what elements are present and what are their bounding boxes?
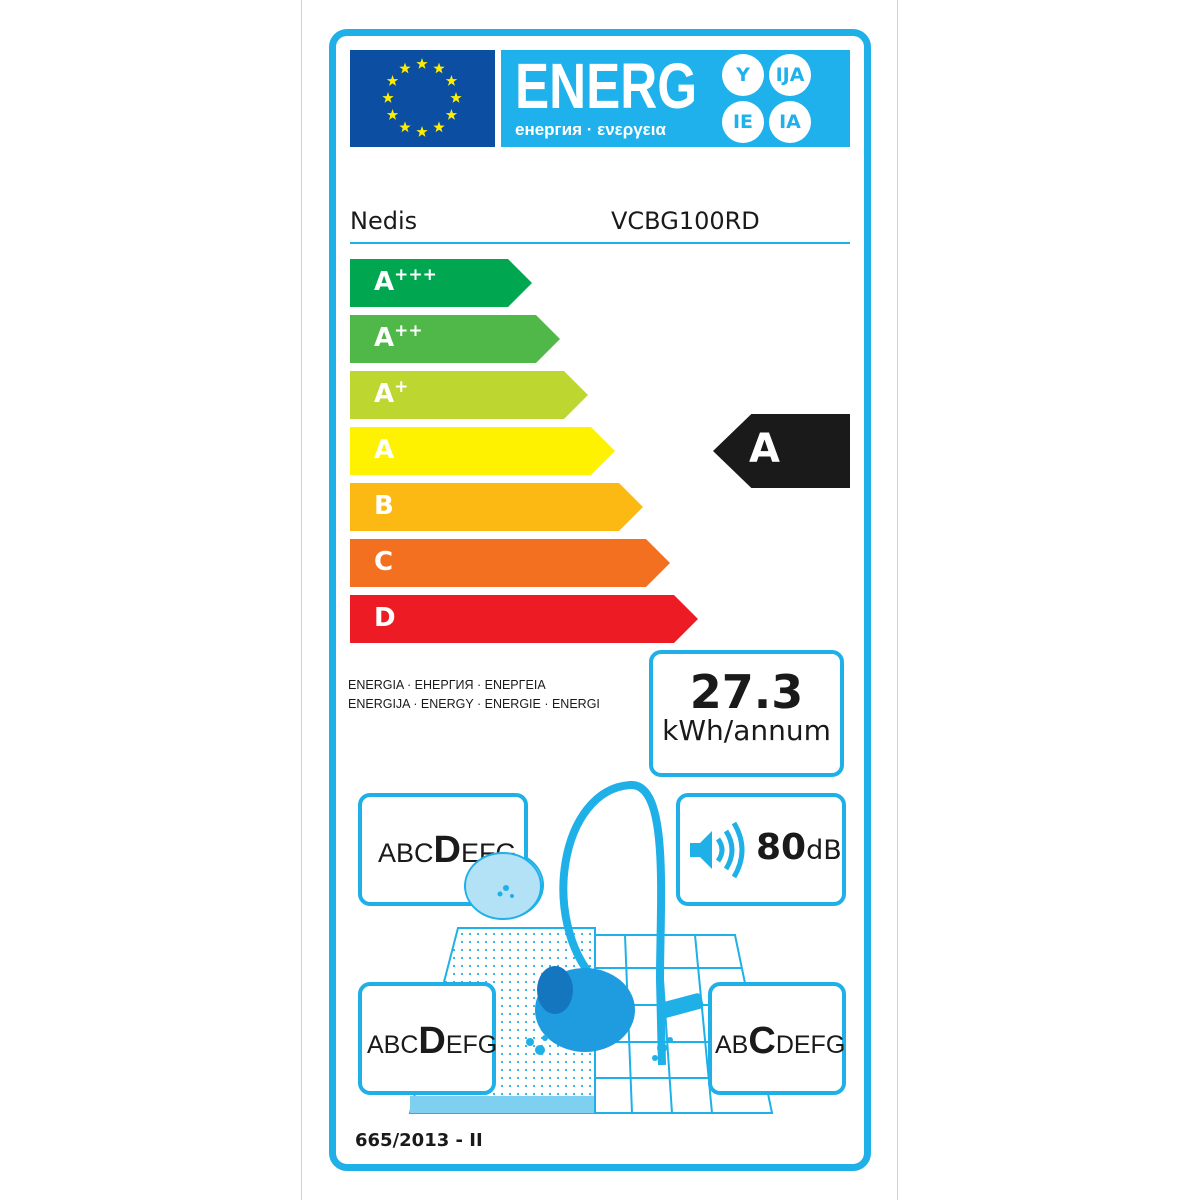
energy-words-line1: ENERGIA · ЕНЕРГИЯ · ΕΝΕΡΓΕΙΑ <box>348 678 546 692</box>
noise-box: 80dB <box>676 793 846 906</box>
star-icon <box>399 121 411 133</box>
scale-letter: B <box>374 491 394 521</box>
noise-level: 80dB <box>756 827 842 868</box>
rating-class: A <box>749 426 780 472</box>
energy-word: ENERG <box>515 50 698 122</box>
model-number: VCBG100RD <box>611 207 760 235</box>
consumption-value: 27.3 <box>689 665 804 719</box>
scale-letter: D <box>374 603 396 633</box>
energy-subtitle: енергия · ενεργεια <box>515 120 666 139</box>
star-icon <box>382 92 394 103</box>
consumption-box: 27.3 kWh/annum <box>649 650 844 777</box>
star-icon <box>450 92 462 103</box>
star-icon <box>386 75 399 86</box>
scale-letter: A++ <box>374 321 423 353</box>
scale-bar-ap: A+ <box>350 371 588 419</box>
energy-words: ENERGIA · ЕНЕРГИЯ · ΕΝΕΡΓΕΙΑ ENERGIJA · … <box>348 676 600 714</box>
star-icon <box>445 109 458 120</box>
suffix-ia: IA <box>769 101 811 143</box>
eu-flag-icon <box>350 50 495 147</box>
star-icon <box>416 58 428 69</box>
regulation-number: 665/2013 - II <box>355 1130 483 1151</box>
star-icon <box>416 126 428 137</box>
scale-letter: C <box>374 547 394 577</box>
scale-bar-app: A++ <box>350 315 560 363</box>
carpet-cleaning-class: ABCDEFG <box>367 1020 498 1062</box>
scale-letter: A+ <box>374 377 409 409</box>
star-icon <box>386 109 399 120</box>
star-icon <box>433 62 445 74</box>
scale-bar-a: A <box>350 427 615 475</box>
scale-letter: A+++ <box>374 265 437 297</box>
star-icon <box>445 75 458 86</box>
brand-name: Nedis <box>350 207 418 235</box>
carpet-cleaning-box: ABCDEFG <box>358 982 498 1095</box>
suffix-ie: IE <box>722 101 764 143</box>
scale-bar-appp: A+++ <box>350 259 532 307</box>
energy-words-line2: ENERGIJA · ENERGY · ENERGIE · ENERGI <box>348 697 600 711</box>
hard-floor-cleaning-class: ABCDEFG <box>715 1020 846 1062</box>
scale-bar-d: D <box>350 595 698 643</box>
star-icon <box>433 121 445 133</box>
consumption-unit: kWh/annum <box>662 714 831 747</box>
hard-floor-cleaning-box: ABCDEFG <box>708 982 846 1095</box>
suffix-ija: IJA <box>769 54 811 96</box>
star-icon <box>399 62 411 74</box>
dust-cloud-icon <box>464 852 542 920</box>
label-border <box>329 29 871 1171</box>
suffix-y: Y <box>722 54 764 96</box>
page-frame <box>301 0 898 1200</box>
scale-letter: A <box>374 435 395 465</box>
energy-header: ENERG енергия · ενεργεια Y IJA IE IA <box>501 50 850 147</box>
speaker-icon <box>690 821 745 879</box>
scale-bar-c: C <box>350 539 670 587</box>
divider <box>350 242 850 244</box>
scale-bar-b: B <box>350 483 643 531</box>
